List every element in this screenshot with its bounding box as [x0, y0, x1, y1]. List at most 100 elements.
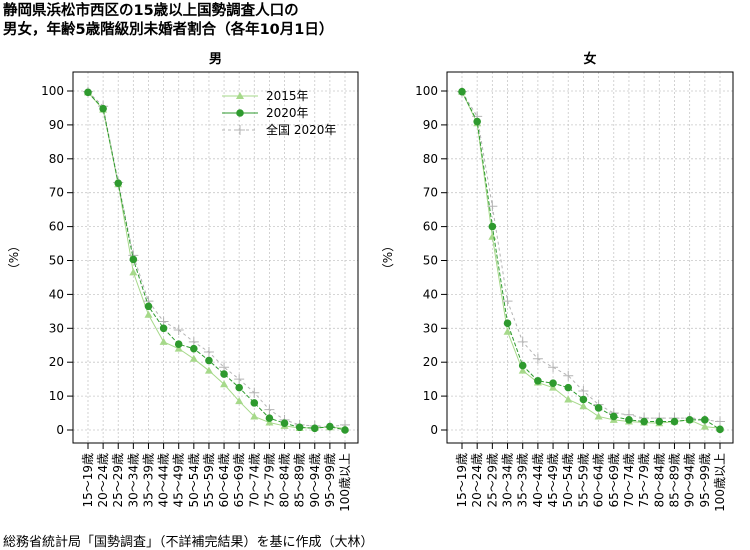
series-2015-point — [518, 366, 527, 374]
series-2020 — [84, 88, 349, 434]
y-tick-label: 30 — [49, 321, 64, 335]
series-national-2020-point — [517, 336, 528, 347]
series-2015 — [84, 88, 349, 432]
x-tick-label: 100歳以上 — [713, 453, 727, 512]
series-2020-point — [716, 425, 724, 434]
plot-area-frame — [446, 71, 734, 444]
series-2020-point — [655, 417, 664, 426]
x-tick-label: 15～19歳 — [455, 453, 469, 508]
series-2020-point — [473, 117, 481, 126]
x-tick-label: 20～24歳 — [470, 453, 484, 508]
series-2020-point — [640, 417, 648, 426]
legend-item-national-2020-label: 全国 2020年 — [266, 122, 336, 137]
x-tick-label: 30～34歳 — [501, 453, 515, 508]
x-tick-label: 95～99歳 — [323, 453, 337, 508]
series-national-2020-point — [502, 296, 513, 307]
y-tick-label: 70 — [49, 186, 64, 200]
x-tick-label: 75～79歳 — [637, 453, 651, 508]
series-national-2020-point — [203, 347, 214, 358]
series-2015-point — [549, 383, 558, 391]
x-tick-label: 35～39歳 — [141, 453, 155, 508]
series-national-2020-point — [563, 370, 574, 381]
series-2020 — [458, 87, 724, 434]
series-2020-point — [99, 104, 107, 113]
series-national-2020-point — [487, 201, 498, 212]
series-2015-point — [579, 402, 588, 410]
chart-panel-1: 男 0 10 20 30 40 50 60 70 80 90 100 （%） 15～19歳 20～24歳 25… — [7, 52, 359, 512]
legend-item-2020-point — [236, 109, 244, 117]
series-2020-point — [518, 361, 527, 370]
x-tick-label: 25～29歳 — [111, 453, 125, 508]
x-tick-label: 75～79歳 — [262, 453, 276, 508]
series-2015-point — [144, 310, 153, 318]
y-tick-label: 10 — [49, 389, 64, 403]
y-tick-label: 20 — [49, 355, 64, 369]
series-2020-point — [685, 416, 694, 424]
series-2020-point — [594, 404, 603, 412]
x-tick-label: 65～69歳 — [232, 453, 246, 508]
series-2020-point — [159, 324, 168, 333]
series-2020-line — [87, 92, 346, 431]
x-tick-label: 80～84歳 — [278, 453, 292, 508]
x-tick-label: 50～54歳 — [187, 453, 201, 508]
y-tick-label: 10 — [423, 389, 438, 403]
series-2020-point — [265, 414, 274, 422]
series-2020-point — [250, 399, 259, 407]
x-tick-label: 60～64歳 — [592, 453, 606, 508]
x-tick-label: 15～19歳 — [81, 453, 95, 508]
y-axis-label: （%） — [381, 240, 395, 275]
series-2015-point — [265, 418, 274, 426]
y-tick-label: 100 — [41, 84, 64, 98]
y-tick-label: 60 — [423, 220, 438, 234]
x-tick-label: 70～74歳 — [247, 453, 261, 508]
series-national-2020-point — [264, 404, 275, 415]
x-tick-label: 50～54歳 — [561, 453, 575, 508]
series-2020-point — [295, 423, 304, 432]
y-axis-label: （%） — [7, 240, 21, 275]
series-2020-point — [534, 377, 542, 385]
x-tick-label: 30～34歳 — [126, 453, 140, 508]
y-tick-label: 70 — [423, 186, 438, 200]
series-national-2020-point — [249, 387, 260, 398]
x-tick-label: 25～29歳 — [485, 453, 499, 508]
y-tick-label: 90 — [423, 118, 438, 132]
chart-panel-2: 女 0 10 20 30 40 50 60 70 80 90 100 （%） 15～19歳 20～24歳 25… — [381, 51, 734, 512]
series-2020-point — [326, 422, 334, 431]
x-tick-label: 55～59歳 — [202, 453, 216, 508]
y-tick-label: 20 — [423, 355, 438, 369]
series-2020-point — [129, 255, 138, 264]
series-national-2020-point — [173, 324, 184, 335]
series-2015-point — [488, 232, 497, 240]
legend-item-national-2020-point — [235, 125, 245, 135]
series-2020-point — [310, 424, 319, 433]
series-2020-point — [579, 395, 588, 404]
y-tick-label: 50 — [49, 254, 64, 268]
series-national-2020-point — [715, 416, 725, 427]
series-2020-point — [609, 412, 618, 421]
series-2020-point — [341, 426, 349, 434]
plot-area-frame — [72, 71, 359, 444]
series-2020-point — [458, 87, 466, 96]
series-national-2020-point — [548, 362, 559, 373]
y-tick-label: 0 — [430, 423, 438, 437]
series-2015-point — [235, 397, 244, 405]
series-2020-point — [235, 383, 243, 392]
series-2015 — [458, 87, 724, 432]
series-2015-point — [700, 422, 709, 430]
series-2015-point — [564, 395, 573, 403]
y-tick-label: 30 — [423, 321, 438, 335]
series-national-2020-line — [87, 91, 346, 428]
series-2020-point — [564, 383, 573, 392]
series-2020-point — [220, 370, 228, 378]
x-tick-label: 100歳以上 — [338, 453, 352, 512]
grid — [73, 72, 358, 443]
x-tick-label: 85～89歳 — [667, 453, 681, 508]
x-tick-label: 45～49歳 — [172, 453, 186, 508]
y-tick-label: 50 — [423, 254, 438, 268]
x-tick-label: 60～64歳 — [217, 453, 231, 508]
series-2015-point — [594, 412, 603, 420]
series-national-2020-line — [461, 91, 721, 423]
x-tick-label: 40～44歳 — [531, 453, 545, 508]
x-tick-label: 65～69歳 — [607, 453, 621, 508]
